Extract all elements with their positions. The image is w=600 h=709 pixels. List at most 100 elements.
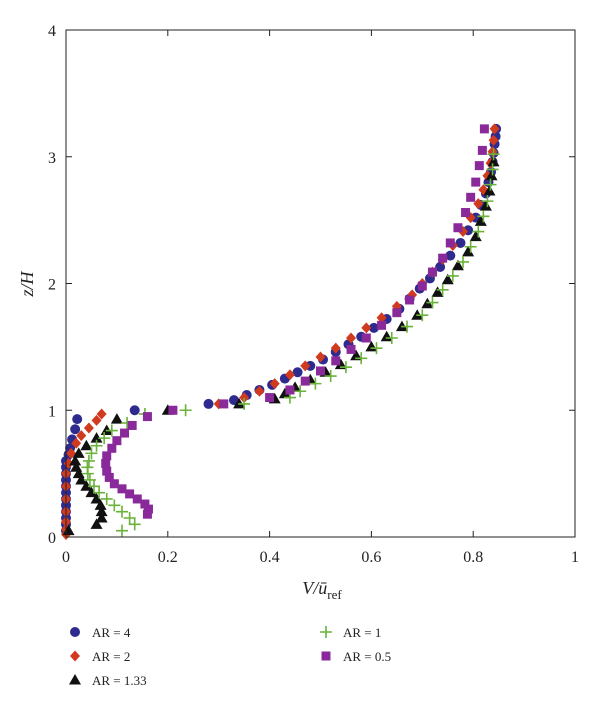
data-point — [98, 432, 111, 445]
data-point — [90, 518, 103, 529]
data-point — [441, 273, 454, 285]
data-point — [438, 253, 448, 263]
x-tick-label: 1 — [571, 549, 579, 566]
data-point — [80, 439, 93, 451]
data-point — [120, 428, 130, 438]
data-point — [479, 200, 492, 211]
series-2 — [61, 123, 500, 540]
data-point — [219, 399, 229, 409]
legend-marker — [70, 650, 80, 662]
data-point — [83, 473, 96, 486]
legend: AR = 4 AR = 2 AR = 1.33 AR = 1 AR = 0.5 — [69, 625, 391, 688]
data-point — [431, 286, 444, 297]
data-point — [143, 504, 153, 514]
data-point — [142, 412, 152, 422]
data-point — [85, 447, 98, 460]
data-point — [203, 398, 214, 409]
x-axis-title: V/ūref — [302, 578, 342, 602]
data-point — [436, 283, 449, 296]
data-point — [361, 333, 371, 343]
data-point — [355, 352, 368, 365]
legend-item: AR = 0.5 — [321, 649, 391, 664]
x-tick-label: 0 — [62, 549, 70, 566]
data-point — [385, 332, 398, 345]
data-point — [115, 524, 128, 537]
data-point — [105, 424, 118, 437]
data-point — [96, 408, 107, 420]
data-point — [377, 320, 387, 330]
data-point — [90, 492, 103, 504]
data-point — [346, 332, 357, 344]
data-point — [81, 461, 94, 474]
plot-layer — [61, 123, 502, 540]
y-tick-label: 2 — [48, 277, 56, 294]
data-point — [417, 281, 427, 291]
data-point — [284, 369, 295, 381]
legend-label: AR = 1 — [343, 625, 381, 640]
data-point — [108, 499, 121, 512]
data-point — [93, 486, 106, 499]
data-point — [487, 155, 500, 167]
data-point — [405, 295, 415, 305]
legend-label: AR = 0.5 — [343, 649, 391, 664]
x-axis-title-main: V/ū — [302, 578, 327, 598]
data-point — [483, 184, 496, 196]
data-point — [361, 322, 372, 334]
data-point — [464, 240, 477, 253]
legend-label: AR = 2 — [92, 649, 130, 664]
y-tick-label: 4 — [48, 23, 56, 40]
data-point — [339, 361, 352, 374]
data-point — [316, 366, 325, 376]
data-point — [477, 210, 490, 223]
legend-marker — [70, 627, 80, 637]
data-point — [453, 223, 463, 233]
data-point — [484, 178, 497, 191]
data-point — [123, 511, 136, 524]
data-point — [416, 309, 429, 322]
data-point — [446, 269, 459, 282]
series-4 — [81, 148, 500, 537]
x-tick-label: 0.2 — [158, 549, 178, 566]
data-point — [462, 245, 475, 257]
data-point — [85, 486, 98, 498]
data-point — [140, 499, 150, 509]
data-point — [330, 342, 341, 354]
data-point — [324, 370, 337, 383]
data-point — [380, 330, 393, 342]
data-point — [90, 439, 103, 452]
data-point — [315, 351, 326, 363]
y-tick-label: 3 — [48, 150, 56, 167]
plot-frame — [65, 29, 576, 538]
data-point — [309, 377, 322, 390]
data-point — [72, 447, 85, 458]
x-axis-title-sub: ref — [327, 587, 342, 602]
legend-item: AR = 2 — [70, 649, 130, 664]
x-tick-label: 0.8 — [463, 549, 483, 566]
data-points — [61, 123, 502, 540]
legend-marker — [69, 674, 81, 685]
data-point — [278, 387, 291, 399]
axis-layer: 0 0.2 0.4 0.6 0.8 1 0 1 2 3 4 — [48, 23, 579, 566]
data-point — [142, 509, 152, 519]
data-point — [82, 454, 95, 467]
data-point — [87, 480, 100, 493]
data-point — [72, 414, 83, 425]
data-point — [72, 467, 85, 479]
data-point — [100, 492, 113, 505]
data-point — [69, 454, 82, 466]
data-point — [427, 267, 437, 277]
data-point — [125, 489, 135, 499]
data-point — [426, 296, 439, 309]
y-axis-title: z/H — [17, 271, 37, 298]
data-point — [474, 161, 484, 171]
data-point — [117, 484, 127, 494]
legend-item: AR = 1 — [320, 625, 381, 640]
data-point — [128, 518, 141, 531]
data-point — [471, 177, 481, 187]
data-point — [83, 422, 94, 434]
data-point — [101, 458, 111, 468]
data-point — [469, 230, 482, 242]
data-point — [466, 192, 476, 202]
